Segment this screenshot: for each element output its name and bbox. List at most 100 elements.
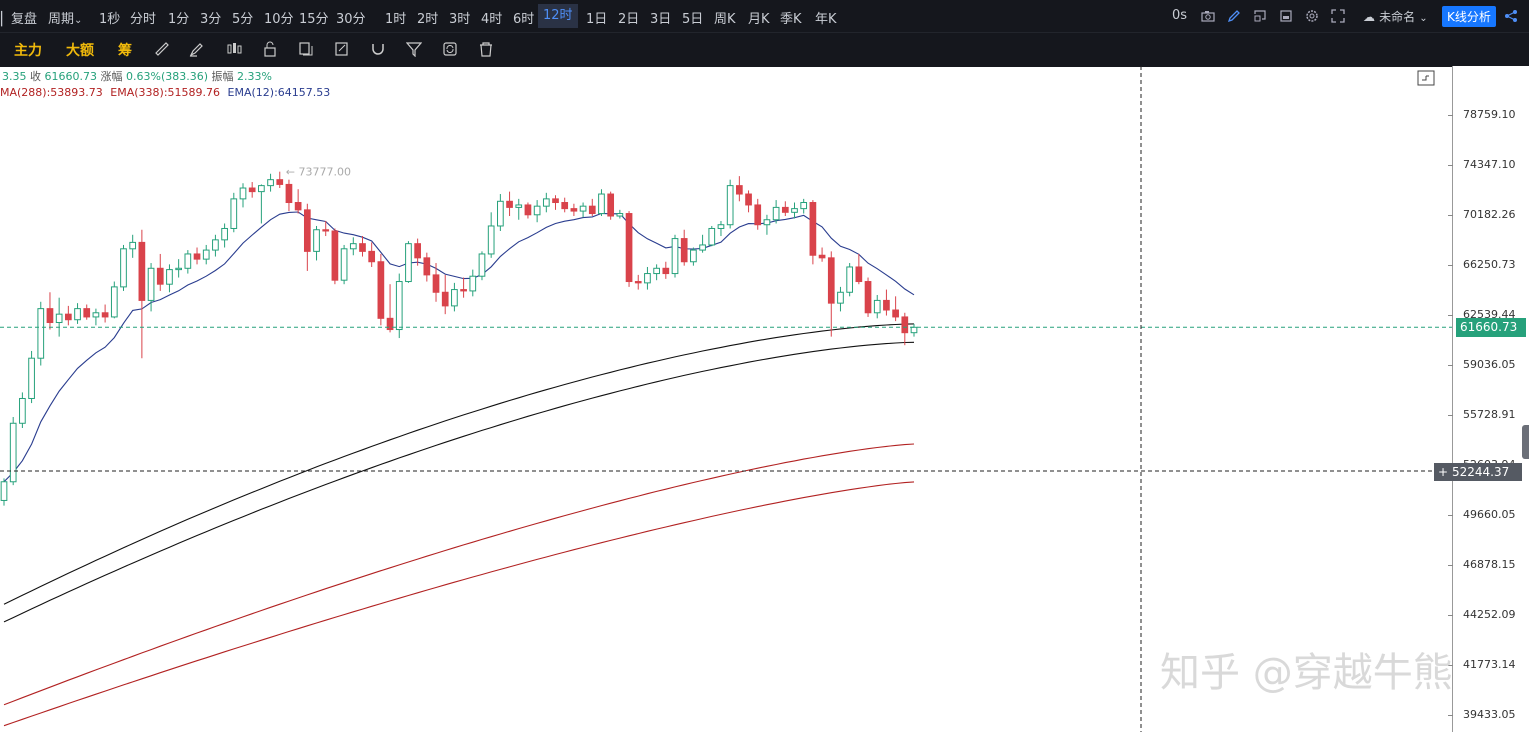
interval-18[interactable]: 周K	[714, 12, 736, 27]
candle-body	[423, 257, 431, 276]
interval-5[interactable]: 10分	[264, 12, 294, 27]
interval-0[interactable]: 1秒	[99, 12, 121, 27]
candle-body	[322, 229, 330, 232]
candle-body	[120, 248, 127, 288]
cloud-icon: ☁	[1363, 10, 1375, 24]
interval-6[interactable]: 15分	[299, 12, 329, 27]
trash-icon[interactable]	[478, 41, 494, 57]
candle-body	[791, 208, 798, 213]
template-icon[interactable]	[1279, 9, 1293, 27]
candle-body	[478, 253, 486, 277]
y-tick-label: 62539.44	[1463, 307, 1516, 321]
y-tick-mark	[1448, 314, 1453, 316]
interval-1[interactable]: 分时	[130, 12, 157, 27]
candle-body	[46, 308, 54, 324]
candle-body	[772, 206, 780, 221]
candle-body	[579, 205, 587, 212]
fullscreen-small-icon[interactable]	[1253, 9, 1267, 27]
candle-body	[671, 238, 679, 275]
share-icon[interactable]	[1504, 9, 1518, 27]
ema-legend: MA(288):53893.73 EMA(338):51589.76 EMA(1…	[0, 86, 331, 99]
candle-body	[827, 257, 835, 304]
interval-9[interactable]: 2时	[417, 12, 439, 27]
candle-body	[745, 193, 752, 206]
indicator-chips[interactable]: 筹	[118, 43, 132, 59]
indicator-main-force[interactable]: 主力	[14, 43, 42, 59]
candle-body	[699, 244, 706, 251]
lock-icon[interactable]	[262, 41, 278, 57]
camera-icon[interactable]	[1201, 9, 1215, 27]
kline-analysis-button[interactable]: K线分析	[1442, 6, 1496, 27]
copy-icon[interactable]	[298, 41, 314, 57]
side-panel-handle[interactable]	[1522, 425, 1529, 459]
layout-selector[interactable]: ☁ 未命名 ⌄	[1363, 10, 1428, 24]
interval-8[interactable]: 1时	[385, 12, 407, 27]
candle-body	[800, 202, 808, 210]
y-tick-mark	[1448, 114, 1453, 116]
sync-icon[interactable]	[442, 41, 458, 57]
candlestick-chart[interactable]: ← 73777.00	[0, 66, 1452, 732]
interval-11[interactable]: 4时	[481, 12, 503, 27]
candle-body	[469, 275, 477, 292]
candle-body	[19, 397, 26, 424]
interval-16[interactable]: 3日	[650, 12, 672, 27]
filter-icon[interactable]	[406, 41, 422, 57]
price-axis[interactable]: 78759.10 74347.10 70182.26 66250.73 62539.44…	[1448, 66, 1529, 732]
candle-body	[147, 267, 155, 301]
crosshair-price-tag: +52244.37	[1434, 463, 1522, 481]
candle-body	[570, 208, 578, 212]
collapse-icon[interactable]	[1417, 70, 1435, 86]
candle-body	[285, 183, 293, 204]
candle-body	[736, 185, 743, 195]
y-tick-label: 59036.05	[1463, 357, 1516, 371]
candle-body	[855, 266, 863, 283]
interval-2[interactable]: 1分	[168, 12, 190, 27]
candle-body	[267, 179, 274, 187]
interval-14[interactable]: 1日	[586, 12, 608, 27]
candle-body	[138, 241, 146, 301]
candle-body	[533, 205, 541, 216]
candle-body	[405, 243, 412, 283]
magnet-icon[interactable]	[370, 41, 386, 57]
edit-note-icon[interactable]	[334, 41, 350, 57]
candle-body	[248, 187, 256, 193]
draw-pen-icon[interactable]	[1227, 9, 1241, 27]
y-tick-label: 41773.14	[1463, 657, 1516, 671]
interval-19[interactable]: 月K	[748, 12, 770, 27]
interval-20[interactable]: 季K	[780, 12, 802, 27]
candle-body	[184, 253, 192, 269]
y-tick-label: 66250.73	[1463, 257, 1516, 271]
interval-12[interactable]: 6时	[513, 12, 535, 27]
candle-body	[414, 243, 421, 259]
candle-body	[497, 200, 504, 227]
candle-body	[781, 206, 789, 213]
expand-icon[interactable]	[1331, 9, 1345, 27]
interval-13[interactable]: 12时	[538, 4, 578, 28]
period-dropdown[interactable]: 周期⌄	[48, 12, 83, 27]
brush-icon[interactable]	[189, 41, 205, 57]
candle-body	[294, 202, 302, 211]
candle-body	[837, 291, 844, 304]
interval-4[interactable]: 5分	[232, 12, 254, 27]
indicator-large-order[interactable]: 大额	[66, 43, 94, 59]
interval-7[interactable]: 30分	[336, 12, 366, 27]
interval-21[interactable]: 年K	[815, 12, 837, 27]
candle-body	[598, 193, 605, 215]
ruler-icon[interactable]	[154, 41, 170, 57]
candle-body	[883, 299, 890, 311]
candle-body	[276, 179, 284, 185]
candle-body	[340, 248, 348, 281]
candle-body	[368, 250, 376, 263]
review-button[interactable]: ▏复盘	[1, 12, 38, 27]
interval-10[interactable]: 3时	[449, 12, 471, 27]
candle-body	[451, 289, 458, 307]
interval-17[interactable]: 5日	[682, 12, 704, 27]
interval-3[interactable]: 3分	[200, 12, 222, 27]
candle-body	[92, 312, 100, 318]
settings-gear-icon[interactable]	[1305, 9, 1319, 27]
y-tick-label: 44252.09	[1463, 608, 1516, 621]
candle-type-icon[interactable]	[226, 41, 242, 57]
candle-body	[55, 313, 63, 324]
candle-body	[441, 291, 449, 307]
interval-15[interactable]: 2日	[618, 12, 640, 27]
